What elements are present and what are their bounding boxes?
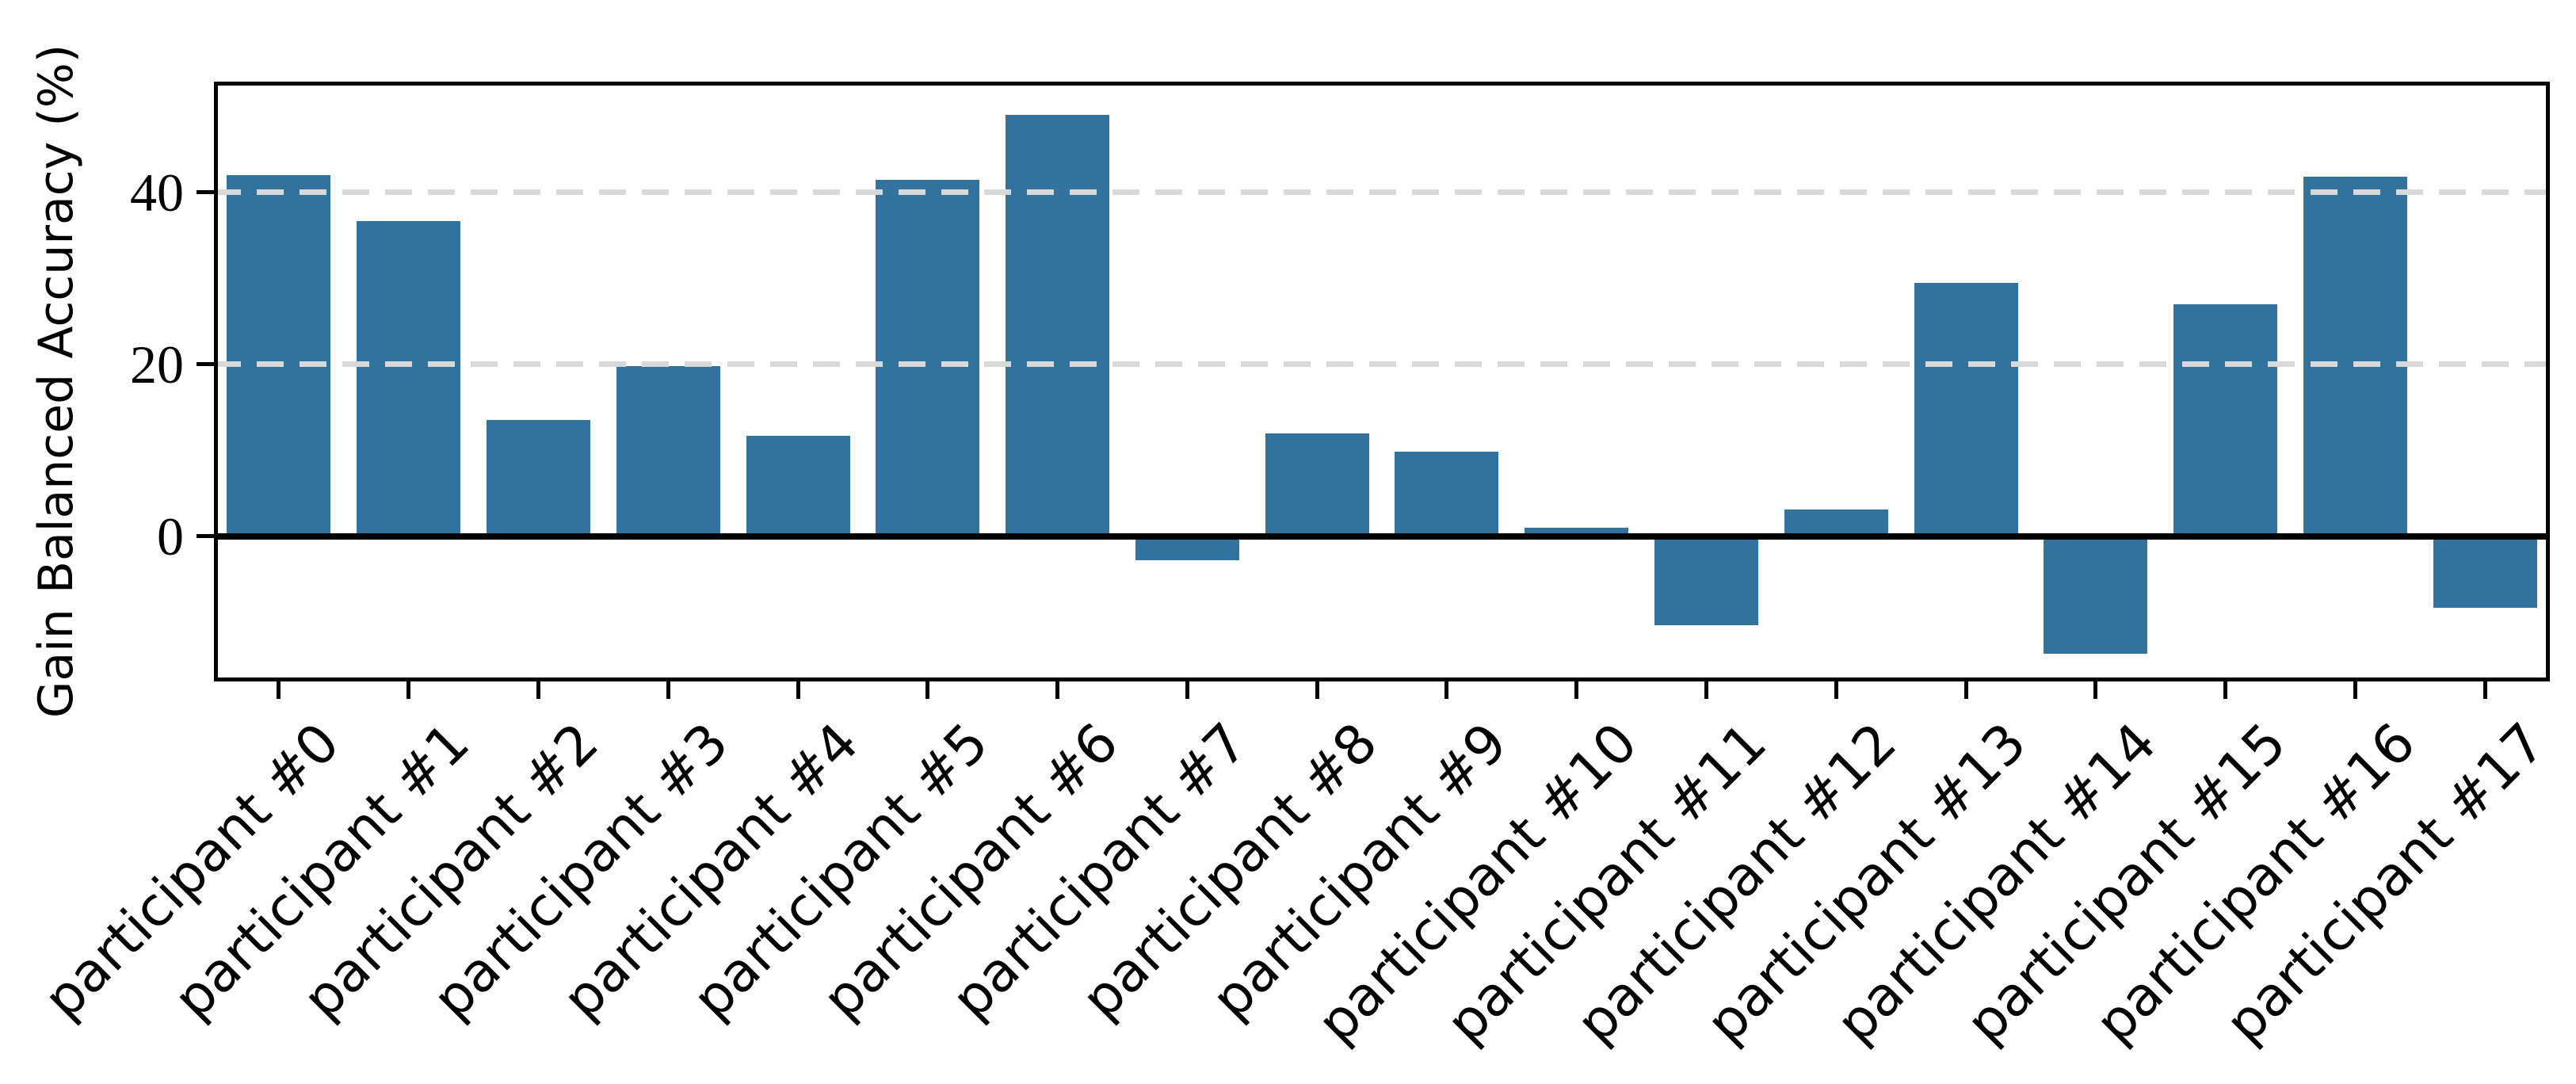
bar-participant-10	[1525, 527, 1628, 536]
bar-participant-6	[1006, 115, 1109, 536]
x-tick-4	[796, 681, 800, 699]
y-tick-40	[197, 190, 214, 195]
y-tick-0	[197, 534, 214, 539]
x-tick-6	[1055, 681, 1060, 699]
x-tick-15	[2223, 681, 2228, 699]
bar-participant-0	[227, 175, 330, 536]
bar-participant-16	[2303, 177, 2407, 536]
bar-participant-7	[1135, 536, 1239, 561]
x-tick-2	[536, 681, 540, 699]
x-tick-16	[2353, 681, 2357, 699]
x-tick-9	[1444, 681, 1449, 699]
bar-participant-12	[1784, 510, 1888, 536]
gridline-40	[214, 189, 2550, 196]
x-tick-8	[1315, 681, 1319, 699]
x-tick-10	[1574, 681, 1579, 699]
bar-participant-2	[487, 420, 590, 536]
y-tick-label-20: 20	[130, 334, 184, 395]
bar-participant-11	[1654, 536, 1758, 626]
bar-participant-14	[2044, 536, 2147, 655]
bar-participant-15	[2173, 303, 2277, 536]
x-tick-14	[2093, 681, 2098, 699]
x-tick-0	[277, 681, 281, 699]
bar-participant-17	[2433, 536, 2537, 608]
bar-participant-1	[357, 220, 460, 536]
x-tick-13	[1963, 681, 1968, 699]
x-tick-1	[406, 681, 411, 699]
y-tick-label-40: 40	[130, 162, 184, 223]
bar-participant-13	[1914, 282, 2018, 536]
gridline-20	[214, 361, 2550, 368]
x-tick-3	[666, 681, 670, 699]
bar-participant-8	[1265, 433, 1369, 536]
x-tick-7	[1185, 681, 1189, 699]
x-tick-17	[2483, 681, 2487, 699]
x-tick-11	[1704, 681, 1708, 699]
bar-participant-5	[876, 179, 979, 536]
x-tick-5	[925, 681, 930, 699]
zero-axis-line	[214, 532, 2550, 540]
x-tick-12	[1834, 681, 1838, 699]
bar-participant-4	[746, 435, 850, 536]
bar-participant-3	[616, 366, 720, 536]
bar-participant-9	[1395, 452, 1498, 536]
y-tick-20	[197, 362, 214, 367]
y-tick-label-0: 0	[157, 506, 184, 567]
